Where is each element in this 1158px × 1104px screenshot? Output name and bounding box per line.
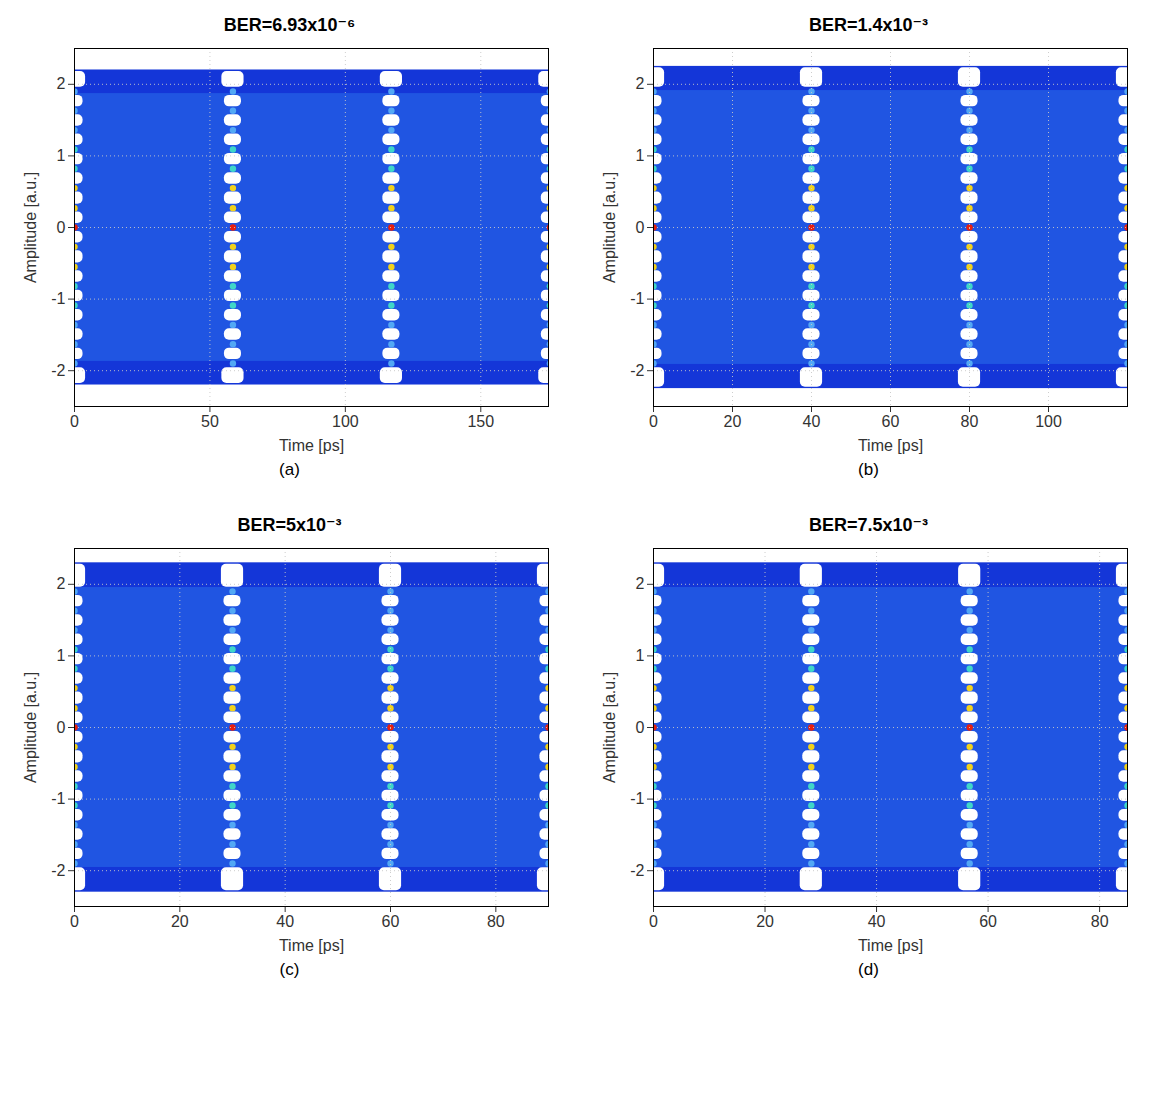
html-text:(b): (b) (858, 460, 879, 479)
html-text:(d): (d) (858, 960, 879, 979)
svg-text:100: 100 (1035, 413, 1062, 430)
html-text:BER=6.93x10⁻⁶: BER=6.93x10⁻⁶ (223, 15, 356, 35)
svg-text:-2: -2 (630, 362, 644, 379)
svg-text:0: 0 (70, 913, 79, 930)
svg-text:-1: -1 (630, 790, 644, 807)
svg-text:0: 0 (635, 719, 644, 736)
svg-text:-2: -2 (51, 362, 65, 379)
svg-text:Amplitude [a.u.]: Amplitude [a.u.] (21, 172, 38, 283)
svg-text:Time [ps]: Time [ps] (857, 437, 922, 454)
svg-text:40: 40 (802, 413, 820, 430)
svg-text:20: 20 (756, 913, 774, 930)
svg-text:40: 40 (867, 913, 885, 930)
svg-text:Amplitude [a.u.]: Amplitude [a.u.] (600, 172, 617, 283)
svg-text:20: 20 (723, 413, 741, 430)
svg-text:Amplitude [a.u.]: Amplitude [a.u.] (600, 672, 617, 783)
svg-text:1: 1 (635, 147, 644, 164)
html-text:(a): (a) (279, 460, 300, 479)
svg-text:150: 150 (467, 413, 494, 430)
svg-text:1: 1 (56, 147, 65, 164)
html-text:BER=1.4x10⁻³: BER=1.4x10⁻³ (809, 15, 928, 35)
svg-text:2: 2 (56, 75, 65, 92)
svg-text:60: 60 (979, 913, 997, 930)
svg-text:0: 0 (56, 719, 65, 736)
svg-text:0: 0 (635, 219, 644, 236)
svg-text:2: 2 (635, 75, 644, 92)
svg-text:-1: -1 (51, 290, 65, 307)
svg-text:0: 0 (649, 913, 658, 930)
svg-text:80: 80 (486, 913, 504, 930)
svg-text:2: 2 (56, 575, 65, 592)
svg-text:0: 0 (70, 413, 79, 430)
html-text:BER=7.5x10⁻³: BER=7.5x10⁻³ (809, 515, 928, 535)
svg-text:80: 80 (960, 413, 978, 430)
svg-text:-2: -2 (630, 862, 644, 879)
svg-text:2: 2 (635, 575, 644, 592)
svg-text:60: 60 (881, 413, 899, 430)
html-text:BER=5x10⁻³: BER=5x10⁻³ (237, 515, 342, 535)
svg-text:Amplitude [a.u.]: Amplitude [a.u.] (21, 672, 38, 783)
svg-text:50: 50 (201, 413, 219, 430)
svg-text:40: 40 (276, 913, 294, 930)
svg-text:Time [ps]: Time [ps] (857, 937, 922, 954)
svg-text:Time [ps]: Time [ps] (278, 437, 343, 454)
svg-text:100: 100 (332, 413, 359, 430)
svg-text:-1: -1 (51, 790, 65, 807)
svg-text:0: 0 (56, 219, 65, 236)
svg-text:20: 20 (170, 913, 188, 930)
svg-text:60: 60 (381, 913, 399, 930)
svg-text:80: 80 (1090, 913, 1108, 930)
svg-text:1: 1 (635, 647, 644, 664)
svg-text:1: 1 (56, 647, 65, 664)
svg-text:-1: -1 (630, 290, 644, 307)
html-text:(c): (c) (279, 960, 300, 979)
svg-text:-2: -2 (51, 862, 65, 879)
svg-text:0: 0 (649, 413, 658, 430)
svg-text:Time [ps]: Time [ps] (278, 937, 343, 954)
